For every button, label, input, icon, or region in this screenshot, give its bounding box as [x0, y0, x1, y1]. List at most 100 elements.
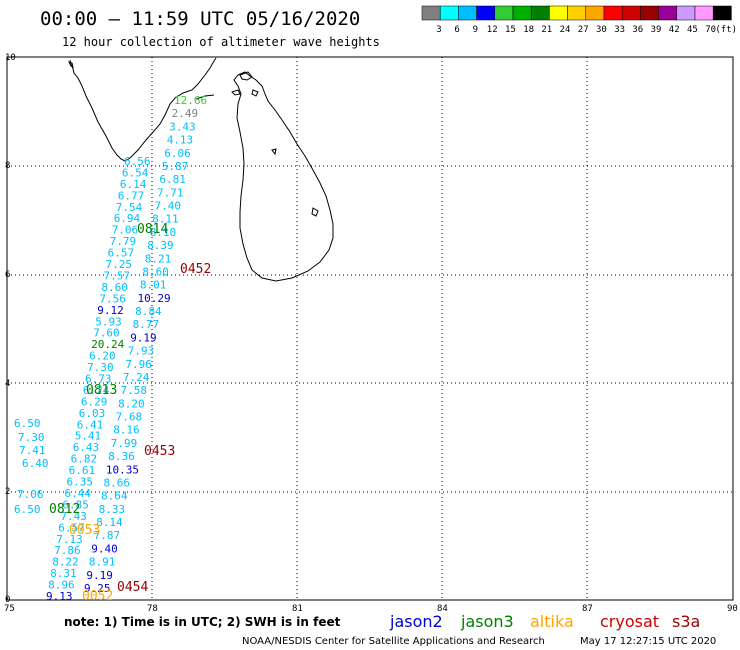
y-tick-2: 2 [5, 487, 10, 497]
wave-height-label: 8.77 [133, 318, 160, 331]
wave-height-label: 7.57 [104, 270, 131, 283]
color-legend: 3 6 9 12 15 18 21 24 27 30 33 36 39 42 45 70 (ft) [421, 5, 737, 35]
legend-swatch [712, 5, 732, 21]
wave-height-label: 7.96 [125, 358, 151, 371]
legend-tick-label: 18 [523, 25, 534, 35]
wave-height-label: 6.81 [159, 173, 186, 186]
island-1 [68, 61, 74, 68]
wave-height-label: 6.35 [67, 476, 94, 489]
lat-lon-grid [7, 57, 733, 600]
wave-height-label: 7.30 [87, 361, 114, 374]
wave-height-label: 6.14 [120, 178, 147, 191]
wave-height-label: 7.41 [19, 444, 46, 457]
legend-tick-label: 9 [473, 25, 478, 35]
track-b-wave-labels: 12.662.493.434.136.065.876.817.717.408.1… [84, 94, 207, 595]
wave-height-label: 6.82 [71, 453, 98, 466]
wave-height-label: 8.60 [142, 266, 169, 279]
pass-time-label: 0053 [69, 523, 100, 538]
legend-swatch [585, 5, 605, 21]
legend-swatch [640, 5, 659, 21]
wave-height-label: 9.19 [130, 331, 157, 344]
y-tick-10: 10 [5, 53, 16, 63]
x-tick-81: 81 [292, 604, 303, 614]
wave-height-label: 6.50 [14, 417, 41, 430]
wave-height-label: 6.20 [89, 350, 116, 363]
wave-height-label: 8.60 [101, 281, 128, 294]
wave-height-label: 6.56 [124, 155, 151, 168]
wave-height-label: 9.13 [46, 590, 73, 603]
wave-height-label: 7.99 [111, 437, 138, 450]
legend-tick-label: 24 [560, 25, 571, 35]
x-tick-90: 90 [727, 604, 738, 614]
wave-height-label: 6.94 [114, 212, 141, 225]
legend-swatch [676, 5, 696, 21]
x-tick-75: 75 [4, 604, 15, 614]
wave-height-label: 10.35 [106, 463, 139, 476]
satellite-jason2: jason2 [389, 612, 443, 631]
legend-tick-label: 3 [436, 25, 441, 35]
credit-text: NOAA/NESDIS Center for Satellite Applica… [242, 636, 545, 647]
wave-height-label: 6.41 [77, 418, 104, 431]
wave-height-label: 8.11 [152, 213, 179, 226]
wave-height-label: 6.03 [79, 407, 106, 420]
trinco-inlet [271, 148, 277, 156]
legend-swatch [530, 5, 550, 21]
pass-time-label: 0452 [180, 262, 211, 277]
wave-height-label: 7.56 [99, 292, 126, 305]
india-coastline [69, 57, 217, 162]
wave-height-label: 8.64 [101, 490, 128, 503]
map-subtitle: 12 hour collection of altimeter wave hei… [62, 35, 380, 49]
wave-height-label: 7.25 [106, 258, 133, 271]
y-tick-0: 0 [5, 595, 10, 605]
wave-height-label: 7.06 [17, 488, 44, 501]
legend-swatch [421, 5, 441, 21]
y-tick-8: 8 [5, 161, 10, 171]
legend-tick-label: 45 [687, 25, 698, 35]
legend-swatch [694, 5, 714, 21]
wave-height-label: 3.43 [169, 120, 196, 133]
legend-swatch [439, 5, 459, 21]
wave-height-label: 7.71 [157, 186, 184, 199]
wave-height-label: 6.54 [122, 166, 149, 179]
wave-height-label: 8.14 [96, 516, 123, 529]
wave-height-label: 6.61 [69, 464, 96, 477]
wave-height-label: 8.36 [108, 450, 135, 463]
wave-height-label: 6.29 [81, 395, 108, 408]
wave-height-label: 7.40 [155, 200, 182, 213]
wave-height-label: 8.96 [48, 579, 75, 592]
wave-height-label: 8.16 [113, 424, 140, 437]
wave-height-label: 7.86 [54, 544, 80, 557]
wave-height-label: 7.54 [116, 201, 143, 214]
generation-timestamp: May 17 12:27:15 UTC 2020 [580, 636, 716, 647]
wave-height-label: 8.20 [118, 397, 145, 410]
legend-tick-label: 39 [651, 25, 662, 35]
legend-tick-label: 6 [454, 25, 459, 35]
jaffna-peninsula [239, 71, 253, 81]
wave-height-label: 6.06 [164, 147, 191, 160]
pass-time-label: 0814 [137, 222, 168, 237]
legend-swatch [567, 5, 587, 21]
northern-lagoon [251, 89, 259, 97]
track-a-wave-labels: 6.566.546.146.777.546.947.067.796.577.25… [46, 155, 151, 603]
wave-height-label: 6.44 [65, 487, 92, 500]
wave-height-label: 8.22 [52, 556, 78, 569]
wave-height-label: 12.66 [174, 94, 207, 107]
wave-height-label: 8.33 [99, 503, 126, 516]
satellite-cryosat: cryosat [600, 612, 659, 631]
mannar-island [231, 89, 241, 96]
legend-swatch [512, 5, 532, 21]
plot-frame [6, 56, 734, 601]
legend-tick-label: 12 [487, 25, 498, 35]
x-tick-87: 87 [582, 604, 593, 614]
y-tick-6: 6 [5, 270, 10, 280]
wave-height-label: 8.31 [50, 567, 77, 580]
wave-height-label: 8.66 [104, 477, 131, 490]
wave-height-label: 7.87 [94, 529, 121, 542]
satellite-altika: altika [530, 612, 574, 631]
wave-height-label: 6.40 [22, 457, 49, 470]
wave-height-label: 2.49 [172, 107, 199, 120]
sri-lanka-coastline [233, 71, 334, 282]
wave-height-label: 7.58 [121, 384, 148, 397]
